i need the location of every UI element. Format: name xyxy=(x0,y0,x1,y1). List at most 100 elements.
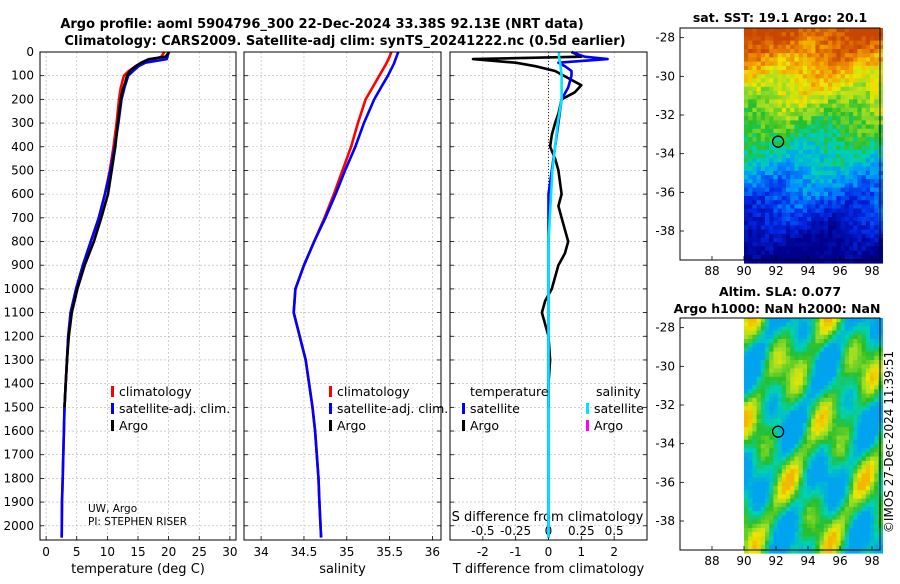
map-cell xyxy=(748,507,753,512)
map-cell xyxy=(819,65,825,71)
map-cell xyxy=(870,410,875,415)
x2-tick-label: 0.25 xyxy=(568,524,595,538)
map-cell xyxy=(769,540,774,546)
map-cell xyxy=(815,40,820,46)
map-cell xyxy=(760,372,766,378)
map-cell xyxy=(744,490,749,495)
map-cell xyxy=(790,423,795,428)
map-cell xyxy=(832,137,837,142)
map-cell xyxy=(811,103,816,109)
map-cell xyxy=(756,393,762,399)
map-cell xyxy=(819,212,825,218)
map-cell xyxy=(870,196,875,201)
map-cell xyxy=(861,532,867,537)
legend-swatch-satellite xyxy=(329,403,332,414)
map-cell xyxy=(790,448,795,453)
map-cell xyxy=(815,49,820,54)
map-cell xyxy=(811,368,816,373)
map-cell xyxy=(828,418,833,424)
map-cell xyxy=(765,439,770,445)
map-cell xyxy=(752,217,757,222)
map-cell xyxy=(857,360,862,365)
map-cell xyxy=(752,460,757,466)
map-cell xyxy=(781,477,787,483)
map-cell xyxy=(790,385,795,390)
map-cell xyxy=(802,469,808,474)
map-cell xyxy=(870,179,875,184)
map-cell xyxy=(807,250,812,256)
map-cell xyxy=(836,103,841,109)
map-cell xyxy=(802,78,808,83)
map-cell xyxy=(769,544,774,550)
map-cell xyxy=(748,460,753,466)
map-cell xyxy=(870,435,875,441)
map-cell xyxy=(756,137,762,142)
legend-label-s-satellite: satellite xyxy=(594,401,644,416)
map-cell xyxy=(815,82,820,88)
map-cell xyxy=(756,536,762,541)
map-cell xyxy=(840,242,846,247)
map-cell xyxy=(878,217,883,222)
map-cell xyxy=(823,486,829,491)
map-cell xyxy=(807,221,812,226)
map-cell xyxy=(857,540,862,546)
map-cell xyxy=(744,326,749,331)
map-cell xyxy=(752,343,757,348)
map-cell xyxy=(777,78,783,83)
map-cell xyxy=(870,460,875,466)
map-cell xyxy=(870,141,875,146)
map-cell xyxy=(798,326,804,331)
map-cell xyxy=(857,149,862,155)
map-cell xyxy=(748,481,753,487)
map-cell xyxy=(819,170,825,176)
map-cell xyxy=(836,250,841,256)
map-cell xyxy=(853,502,858,508)
map-cell xyxy=(832,36,837,41)
map-cell xyxy=(811,128,816,134)
map-cell xyxy=(781,519,787,525)
map-cell xyxy=(790,473,795,478)
map-cell xyxy=(870,448,875,453)
map-cell xyxy=(828,91,833,96)
map-cell xyxy=(878,473,883,478)
map-cell xyxy=(853,544,858,550)
map-cell xyxy=(857,381,862,386)
map-cell xyxy=(811,61,816,67)
map-cell xyxy=(836,166,841,172)
map-cell xyxy=(870,418,875,424)
map-cell xyxy=(865,414,871,420)
map-cell xyxy=(777,208,783,214)
map-cell xyxy=(836,233,841,239)
map-cell xyxy=(844,544,850,550)
map-cell xyxy=(832,107,837,113)
map-cell xyxy=(756,360,762,365)
map-cell xyxy=(840,141,846,146)
map-cell xyxy=(777,137,783,142)
map-cell xyxy=(811,116,816,121)
map-cell xyxy=(786,477,791,483)
map-cell xyxy=(857,469,862,474)
map-cell xyxy=(752,339,757,344)
map-cell xyxy=(853,360,858,365)
map-cell xyxy=(857,427,862,432)
map-cell xyxy=(849,200,854,205)
map-cell xyxy=(748,410,753,415)
map-cell xyxy=(865,91,871,96)
map-cell xyxy=(828,166,833,172)
map-cell xyxy=(840,40,846,46)
map-cell xyxy=(865,406,871,411)
map-cell xyxy=(819,44,825,50)
map-cell xyxy=(878,444,883,449)
map-cell xyxy=(874,540,879,546)
map-cell xyxy=(844,528,850,533)
map-cell xyxy=(781,112,787,117)
map-cell xyxy=(853,347,858,352)
y-tick-label: 500 xyxy=(11,163,34,177)
map-cell xyxy=(870,393,875,399)
map-cell xyxy=(861,486,867,491)
map-cell xyxy=(861,460,867,466)
x-tick-label: 10 xyxy=(100,545,115,559)
map-cell xyxy=(823,330,829,336)
map-cell xyxy=(748,233,753,239)
map-cell xyxy=(832,65,837,71)
